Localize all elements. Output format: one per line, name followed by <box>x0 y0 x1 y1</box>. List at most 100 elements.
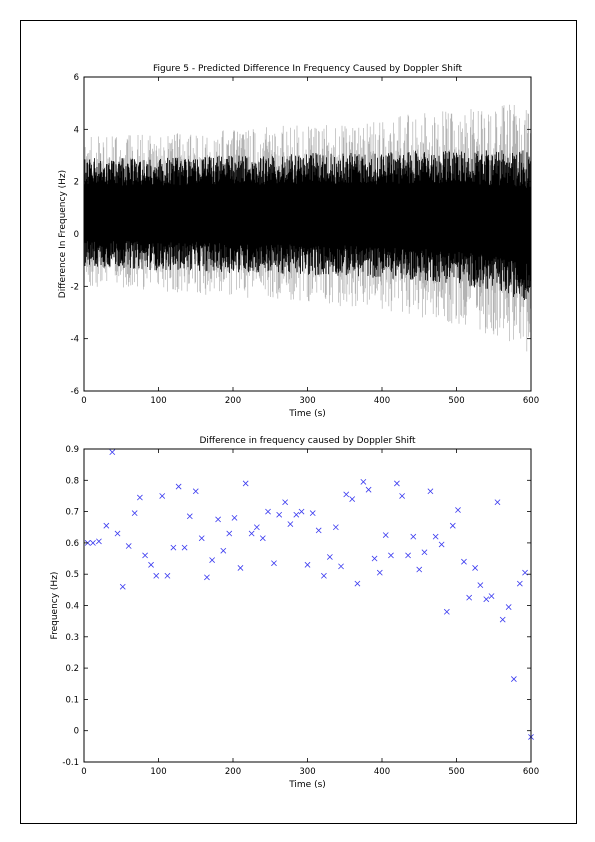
chart-2-point-76 <box>510 676 517 682</box>
chart-2-point-40 <box>309 510 316 517</box>
chart-2-point-39 <box>304 561 311 568</box>
chart-1-x-tick-label-1: 100 <box>150 396 166 406</box>
chart-2-point-13 <box>159 493 166 499</box>
chart-2-point-51 <box>371 555 378 562</box>
chart-2-point-20 <box>198 535 205 542</box>
chart-2-point-60 <box>421 549 428 556</box>
chart-1-series-group <box>84 104 531 352</box>
chart-2-point-21 <box>204 574 210 581</box>
chart-2-point-11 <box>148 561 154 568</box>
chart-2-point-49 <box>360 478 367 485</box>
chart-1-signal-core <box>84 150 531 300</box>
chart-1-x-tick-label-0: 0 <box>81 396 86 406</box>
chart-2-y-axis: -0.1 0 0.1 0.2 0.3 0.4 0.5 0.6 0.7 0.8 0.9 <box>62 445 531 768</box>
chart-2-title: Difference in frequency caused by Dopple… <box>199 436 416 446</box>
chart-1-y-tick-label-3: 0 <box>74 230 79 240</box>
chart-2-y-axis-label: Frequency (Hz) <box>50 572 60 640</box>
chart-2-point-32 <box>265 508 271 515</box>
chart-2-point-73 <box>494 499 501 506</box>
chart-2-point-33 <box>271 560 277 567</box>
chart-2-y-tick-label-7: 0.6 <box>65 539 79 549</box>
chart-2-point-34 <box>276 511 283 518</box>
chart-2-point-65 <box>449 522 456 529</box>
chart-2-point-64 <box>443 608 450 615</box>
chart-2-point-77 <box>516 580 523 587</box>
chart-2-y-tick-label-10: 0.9 <box>65 445 79 455</box>
chart-1-x-axis-label: Time (s) <box>288 409 326 419</box>
chart-2-y-tick-label-1: 0 <box>74 727 79 737</box>
chart-2-point-9 <box>136 494 143 501</box>
chart-2-point-41 <box>315 527 322 534</box>
chart-2-point-42 <box>321 572 327 579</box>
chart-2-point-63 <box>438 541 445 548</box>
chart-2-point-52 <box>376 569 383 576</box>
page-frame <box>20 20 577 824</box>
chart-2-point-22 <box>209 557 216 563</box>
chart-2-point-25 <box>226 530 233 537</box>
chart-1-y-axis: -6 -4 -2 0 2 4 6 <box>71 73 531 397</box>
chart-2-point-54 <box>388 552 394 559</box>
chart-1-y-tick-label-5: 4 <box>74 125 79 135</box>
chart-2-point-43 <box>326 554 333 560</box>
chart-2-point-56 <box>399 493 405 499</box>
chart-2-point-14 <box>164 572 171 579</box>
chart-2-point-19 <box>192 488 199 495</box>
chart-2-point-36 <box>287 521 294 528</box>
chart-2-point-7 <box>125 543 132 549</box>
chart-2-point-44 <box>332 524 339 531</box>
chart-doppler-scatter: Difference in frequency caused by Dopple… <box>50 436 539 790</box>
chart-2-point-18 <box>186 513 193 520</box>
chart-2-point-53 <box>382 532 389 538</box>
chart-2-point-8 <box>131 510 138 517</box>
chart-2-point-48 <box>354 580 361 587</box>
chart-2-point-69 <box>472 565 479 571</box>
chart-1-y-tick-label-6: 6 <box>74 73 79 83</box>
chart-2-point-37 <box>293 511 300 518</box>
chart-2-point-45 <box>338 563 344 570</box>
chart-2-point-17 <box>181 544 188 551</box>
chart-2-point-50 <box>365 486 372 493</box>
chart-2-point-16 <box>175 483 182 490</box>
chart-2-point-67 <box>461 558 467 565</box>
chart-2-point-68 <box>466 594 473 601</box>
chart-1-y-tick-label-4: 2 <box>74 178 79 188</box>
chart-2-point-27 <box>237 565 244 571</box>
chart-2-point-70 <box>477 582 484 589</box>
chart-1-x-tick-label-4: 400 <box>374 396 390 406</box>
chart-2-plot-frame <box>83 448 532 763</box>
chart-2-point-1 <box>90 540 96 546</box>
chart-2-point-59 <box>416 566 423 573</box>
chart-1-x-tick-label-3: 300 <box>299 396 315 406</box>
chart-2-point-5 <box>114 530 121 537</box>
chart-2-point-46 <box>343 491 350 498</box>
chart-2-point-23 <box>215 516 221 523</box>
chart-2-point-31 <box>259 535 266 542</box>
chart-1-x-tick-label-6: 600 <box>523 396 539 406</box>
chart-2-x-tick-label-1: 100 <box>150 767 166 777</box>
chart-doppler-time-series: Figure 5 - Predicted Difference In Frequ… <box>58 64 539 419</box>
chart-2-point-12 <box>153 572 160 579</box>
chart-2-point-75 <box>505 604 512 610</box>
chart-2-y-tick-label-5: 0.4 <box>65 602 79 612</box>
chart-2-point-6 <box>119 583 126 590</box>
chart-2-point-55 <box>394 480 400 487</box>
chart-2-x-axis: 0 100 200 300 400 500 600 <box>81 449 539 777</box>
chart-2-x-tick-label-3: 300 <box>299 767 315 777</box>
chart-1-y-tick-label-0: -6 <box>71 387 79 397</box>
chart-1-title: Figure 5 - Predicted Difference In Frequ… <box>153 64 463 74</box>
chart-2-y-tick-label-8: 0.7 <box>65 508 79 518</box>
chart-2-x-axis-label: Time (s) <box>288 780 326 790</box>
chart-2-point-29 <box>248 530 255 537</box>
chart-2-point-26 <box>231 514 238 521</box>
chart-2-y-tick-label-3: 0.2 <box>65 664 79 674</box>
chart-2-x-tick-label-0: 0 <box>81 767 86 777</box>
chart-2-point-3 <box>103 522 110 529</box>
chart-1-x-axis: 0 100 200 300 400 500 600 <box>81 77 539 406</box>
chart-1-y-axis-label: Difference In Frequency (Hz) <box>58 170 68 298</box>
chart-2-point-66 <box>455 507 461 513</box>
chart-1-y-tick-label-1: -4 <box>71 335 79 345</box>
chart-2-point-71 <box>483 596 490 603</box>
chart-2-point-58 <box>410 533 417 540</box>
chart-2-x-tick-label-6: 600 <box>523 767 539 777</box>
chart-2-point-74 <box>499 616 506 623</box>
